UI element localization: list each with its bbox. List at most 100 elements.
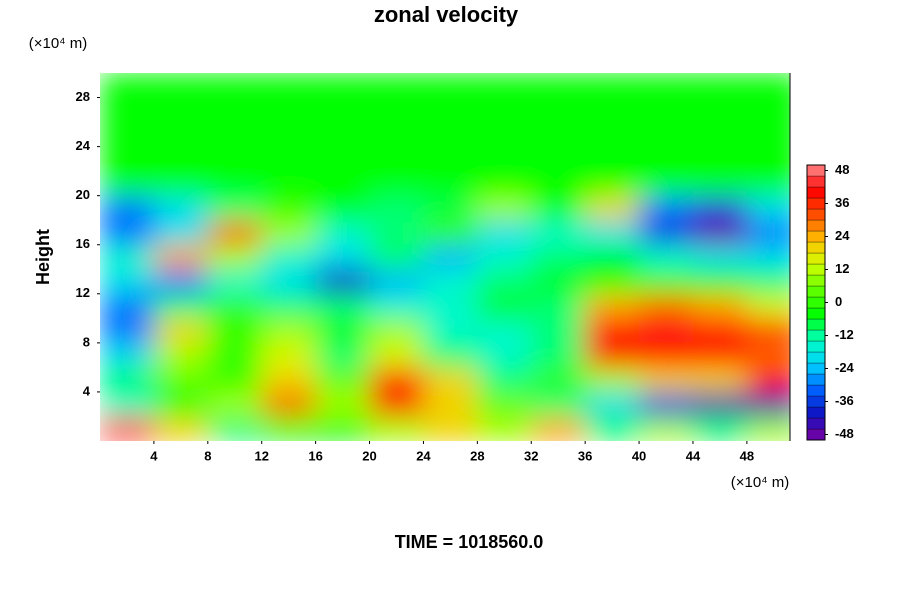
- cell: [746, 318, 790, 344]
- cell: [639, 122, 694, 148]
- cell: [153, 97, 209, 123]
- cell: [153, 269, 209, 295]
- cell: [477, 97, 532, 123]
- cell: [531, 367, 586, 393]
- cell: [585, 367, 640, 393]
- cell: [585, 146, 640, 172]
- cell: [315, 269, 371, 295]
- cell: [585, 269, 640, 295]
- cell: [261, 416, 317, 441]
- cell: [531, 269, 586, 295]
- cell: [207, 122, 263, 148]
- y-tick-label: 24: [76, 138, 91, 153]
- cell: [531, 293, 586, 319]
- cell: [261, 244, 317, 270]
- cell: [153, 342, 209, 368]
- cell: [261, 73, 317, 99]
- colorbar-tick-label: 36: [835, 195, 849, 210]
- y-tick-label: 20: [76, 187, 90, 202]
- cell: [531, 73, 586, 99]
- cell: [746, 171, 790, 197]
- cell: [369, 269, 424, 295]
- cell: [369, 73, 424, 99]
- cell: [369, 342, 424, 368]
- cell: [153, 244, 209, 270]
- cell: [100, 122, 155, 148]
- y-tick-label: 4: [83, 383, 91, 398]
- cell: [100, 367, 155, 393]
- cell: [639, 318, 694, 344]
- footer: TIME = 1018560.0: [395, 532, 544, 552]
- cell: [585, 342, 640, 368]
- chart-title: zonal velocity: [374, 2, 519, 27]
- cell: [261, 195, 317, 221]
- cell: [100, 97, 155, 123]
- cell: [315, 146, 371, 172]
- cell: [261, 220, 317, 246]
- cell: [153, 220, 209, 246]
- cell: [315, 73, 371, 99]
- colorbar-step: [806, 285, 826, 298]
- cell: [100, 391, 155, 417]
- colorbar-tick-label: -48: [835, 426, 854, 441]
- cell: [692, 269, 748, 295]
- cell: [100, 171, 155, 197]
- cell: [531, 122, 586, 148]
- colorbar-step: [806, 208, 826, 221]
- colorbar-step: [806, 186, 826, 199]
- plot-area: [100, 73, 790, 441]
- x-tick-label: 4: [150, 448, 158, 463]
- cell: [585, 416, 640, 441]
- cell: [639, 146, 694, 172]
- colorbar-step: [806, 417, 826, 430]
- cell: [585, 122, 640, 148]
- cell: [531, 342, 586, 368]
- cell: [585, 73, 640, 99]
- cell: [315, 97, 371, 123]
- cell: [315, 416, 371, 441]
- cell: [207, 269, 263, 295]
- cell: [423, 244, 478, 270]
- cell: [477, 367, 532, 393]
- colorbar-step: [806, 329, 826, 342]
- colorbar-step: [806, 340, 826, 353]
- cell: [100, 244, 155, 270]
- y-unit: (×10⁴ m): [29, 35, 88, 52]
- cell: [746, 220, 790, 246]
- cell: [153, 293, 209, 319]
- cell: [639, 391, 694, 417]
- cell: [153, 171, 209, 197]
- cell: [639, 195, 694, 221]
- cell: [423, 269, 478, 295]
- cell: [207, 342, 263, 368]
- cell: [369, 97, 424, 123]
- colorbar-step: [806, 263, 826, 276]
- x-tick-label: 32: [524, 448, 538, 463]
- cell: [207, 318, 263, 344]
- cell: [369, 391, 424, 417]
- cell: [423, 416, 478, 441]
- cell: [261, 391, 317, 417]
- cell: [423, 73, 478, 99]
- cell: [477, 244, 532, 270]
- cell: [261, 171, 317, 197]
- cell: [746, 367, 790, 393]
- cell: [585, 293, 640, 319]
- cell: [153, 391, 209, 417]
- cell: [477, 342, 532, 368]
- colorbar-tick-label: -24: [835, 360, 855, 375]
- colorbar-step: [806, 252, 826, 265]
- cell: [692, 244, 748, 270]
- cell: [585, 244, 640, 270]
- cell: [423, 171, 478, 197]
- y-axis-label: Height: [33, 229, 53, 285]
- cell: [369, 195, 424, 221]
- cell: [100, 293, 155, 319]
- cell: [746, 269, 790, 295]
- colorbar-step: [806, 307, 826, 320]
- cell: [153, 318, 209, 344]
- x-tick-label: 12: [254, 448, 268, 463]
- cell: [369, 416, 424, 441]
- cell: [585, 318, 640, 344]
- cell: [261, 97, 317, 123]
